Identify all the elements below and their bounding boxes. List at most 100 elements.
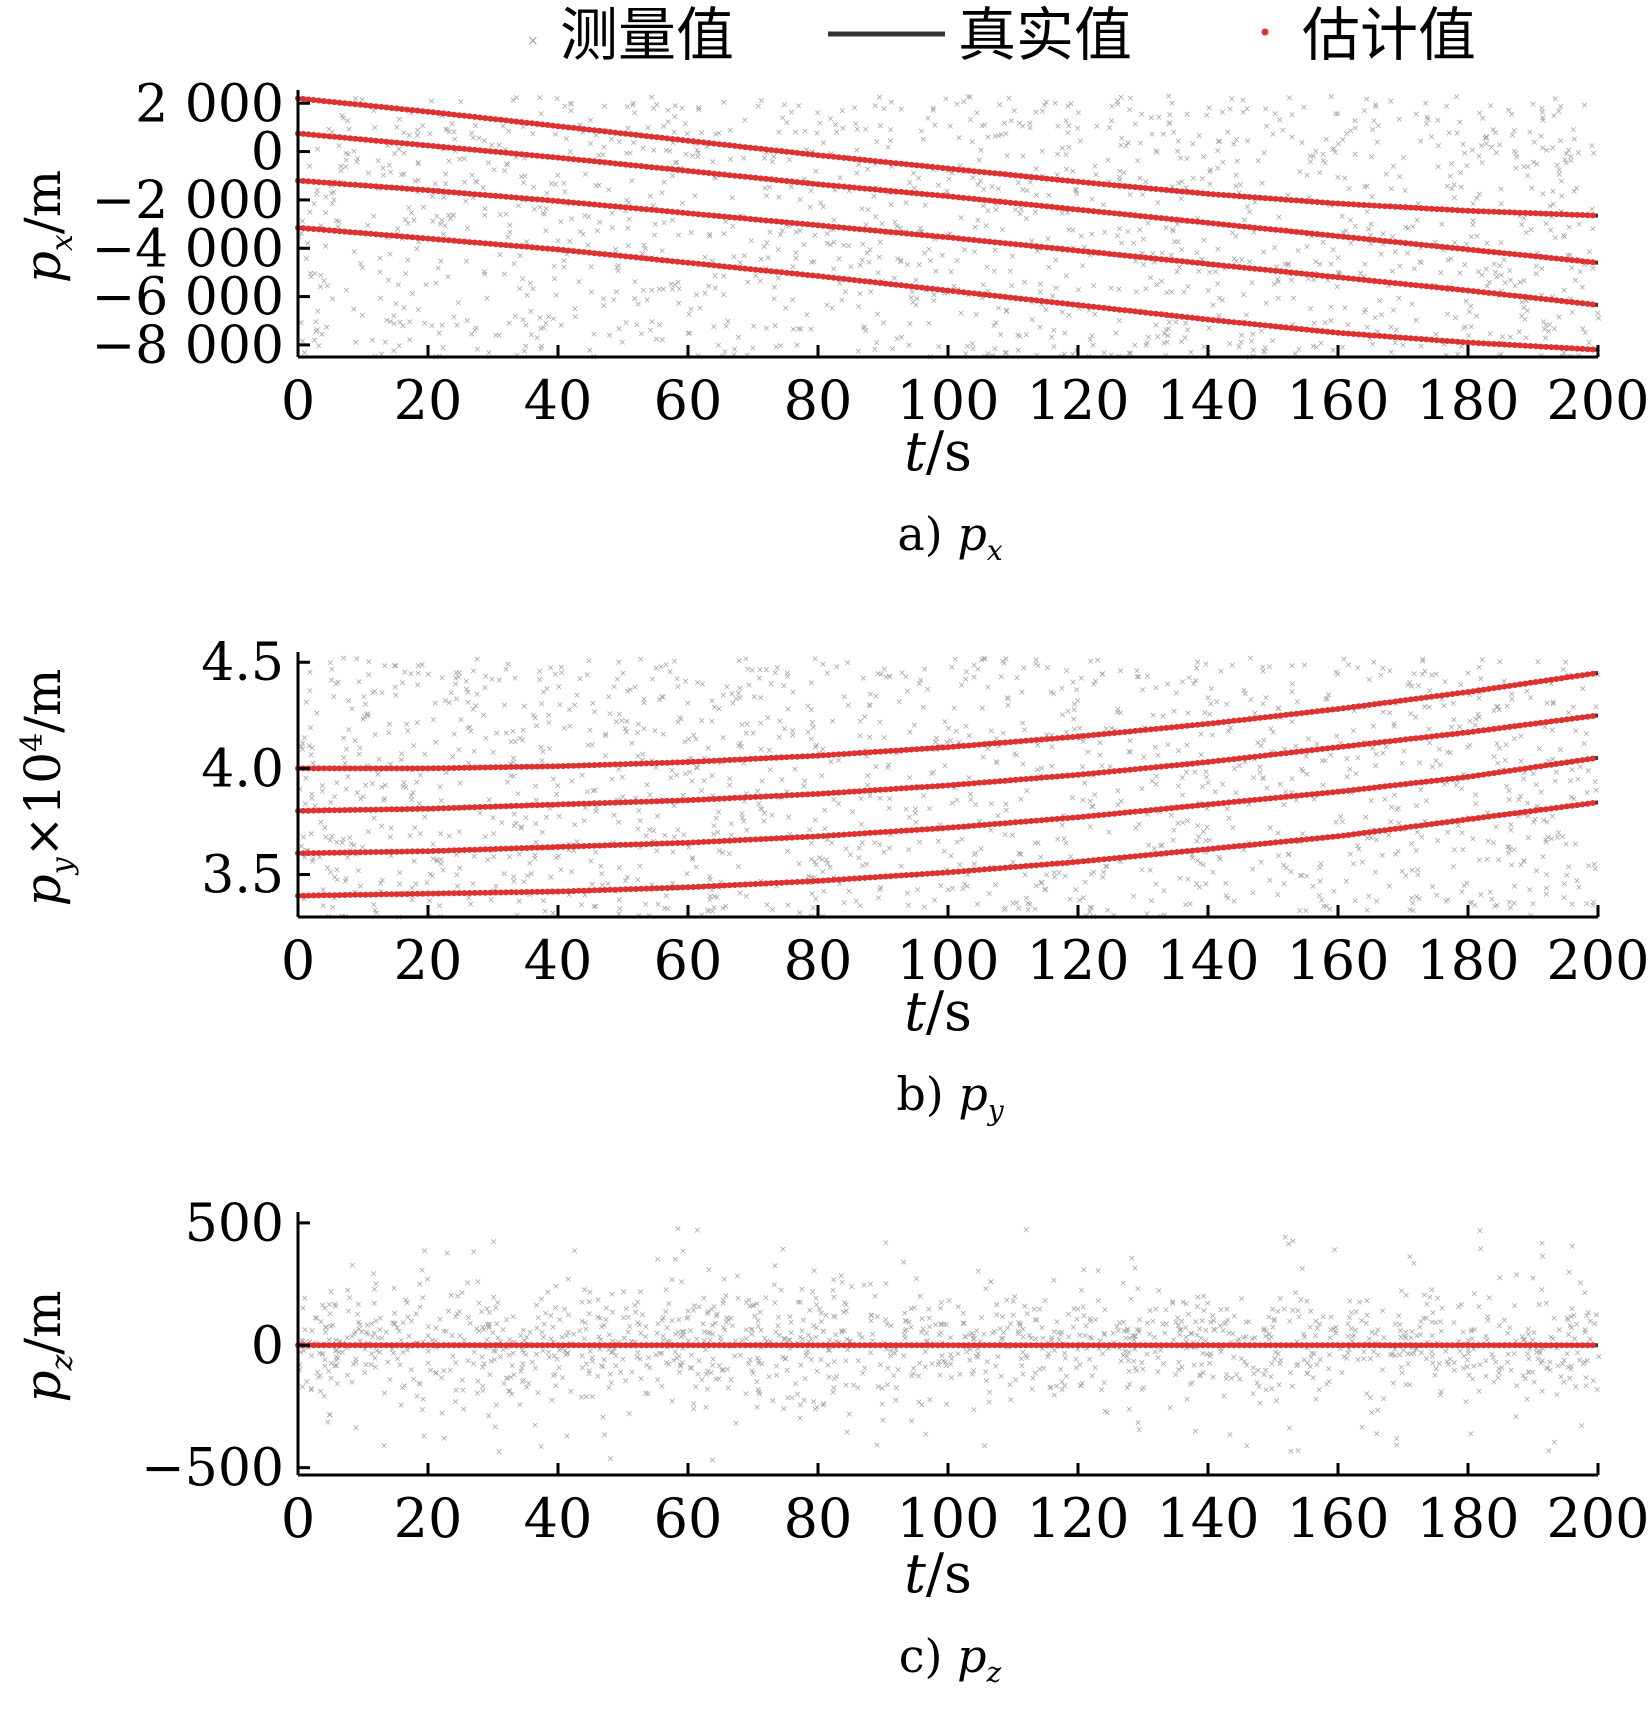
estimate-point bbox=[409, 765, 416, 772]
estimate-point bbox=[425, 765, 431, 772]
estimate-point bbox=[1459, 245, 1466, 252]
measurement-point: × bbox=[806, 203, 814, 213]
estimate-point bbox=[1158, 256, 1165, 263]
estimate-point bbox=[1251, 753, 1258, 760]
estimate-point bbox=[331, 99, 338, 106]
measurement-point: × bbox=[481, 684, 489, 694]
measurement-point: × bbox=[872, 692, 880, 702]
measurement-point: × bbox=[1419, 670, 1427, 680]
estimate-point bbox=[1361, 202, 1367, 208]
measurement-point: × bbox=[1484, 837, 1492, 847]
measurement-point: × bbox=[710, 830, 718, 840]
measurement-point: × bbox=[1015, 849, 1023, 859]
estimate-point bbox=[352, 135, 359, 142]
measurement-point: × bbox=[1152, 146, 1160, 156]
estimate-point bbox=[1095, 180, 1102, 187]
measurement-point: × bbox=[906, 178, 914, 188]
measurement-point: × bbox=[444, 273, 452, 283]
measurement-point: × bbox=[308, 790, 316, 800]
estimate-point bbox=[1293, 197, 1300, 204]
measurement-point: × bbox=[412, 880, 420, 890]
measurement-point: × bbox=[857, 901, 865, 911]
estimate-point bbox=[591, 800, 598, 807]
measurement-point: × bbox=[1180, 288, 1188, 298]
measurement-point: × bbox=[1133, 667, 1141, 677]
measurement-point: × bbox=[1379, 749, 1387, 759]
measurement-point: × bbox=[1337, 739, 1345, 749]
measurement-point: × bbox=[836, 279, 844, 289]
estimate-point bbox=[674, 884, 681, 891]
measurement-point: × bbox=[1518, 221, 1526, 231]
estimate-point bbox=[1220, 800, 1227, 806]
measurement-point: × bbox=[710, 322, 718, 332]
measurement-point: × bbox=[992, 206, 1000, 216]
estimate-point bbox=[877, 280, 884, 286]
estimate-point bbox=[1449, 691, 1456, 697]
measurement-point: × bbox=[705, 282, 713, 292]
estimate-point bbox=[804, 833, 811, 840]
estimate-point bbox=[882, 159, 889, 166]
estimate-point bbox=[1137, 727, 1144, 734]
measurement-point: × bbox=[1241, 690, 1249, 700]
estimate-point bbox=[451, 890, 457, 897]
measurement-point: × bbox=[1288, 133, 1296, 143]
measurement-point: × bbox=[1202, 848, 1210, 858]
estimate-point bbox=[1236, 193, 1243, 200]
measurement-point: × bbox=[316, 853, 324, 863]
measurement-point: × bbox=[1153, 772, 1161, 782]
measurement-point: × bbox=[1061, 872, 1069, 882]
measurement-point: × bbox=[1081, 779, 1089, 789]
estimate-point bbox=[1225, 799, 1232, 806]
measurement-point: × bbox=[623, 149, 631, 159]
measurement-point: × bbox=[347, 840, 355, 850]
estimate-point bbox=[1116, 210, 1123, 217]
y-tick-label: 0 bbox=[251, 123, 284, 183]
measurement-point: × bbox=[1333, 283, 1341, 293]
estimate-point bbox=[440, 765, 447, 772]
measurement-point: × bbox=[335, 141, 343, 151]
measurement-point: × bbox=[1293, 796, 1301, 806]
measurement-point: × bbox=[482, 672, 490, 682]
measurement-point: × bbox=[992, 246, 1000, 256]
measurement-point: × bbox=[685, 735, 693, 745]
measurement-point: × bbox=[405, 203, 413, 213]
measurement-point: × bbox=[862, 326, 870, 336]
estimate-point bbox=[1153, 851, 1159, 858]
measurement-point: × bbox=[468, 330, 476, 340]
measurement-point: × bbox=[736, 739, 744, 749]
estimate-point bbox=[1262, 266, 1269, 273]
measurement-point: × bbox=[920, 135, 928, 145]
estimate-point bbox=[1303, 326, 1310, 333]
estimate-point bbox=[414, 765, 421, 772]
measurement-point: × bbox=[1232, 232, 1240, 242]
estimate-point bbox=[1049, 735, 1055, 742]
estimate-point bbox=[581, 157, 587, 164]
measurement-point: × bbox=[1038, 300, 1046, 310]
measurement-point: × bbox=[1206, 180, 1214, 190]
estimate-point bbox=[919, 162, 925, 169]
estimate-point bbox=[1007, 777, 1014, 784]
measurement-point: × bbox=[1201, 708, 1209, 718]
measurement-point: × bbox=[584, 241, 592, 251]
estimate-point bbox=[591, 158, 598, 165]
estimate-point bbox=[305, 178, 312, 185]
measurement-point: × bbox=[1230, 140, 1238, 150]
measurement-point: × bbox=[501, 167, 509, 177]
estimate-point bbox=[659, 840, 665, 847]
measurement-point: × bbox=[708, 886, 716, 896]
measurement-point: × bbox=[1023, 187, 1031, 197]
estimate-point bbox=[1335, 744, 1341, 751]
estimate-point bbox=[1548, 761, 1555, 768]
measurement-point: × bbox=[675, 284, 683, 294]
measurement-point: × bbox=[891, 218, 899, 228]
measurement-point: × bbox=[1313, 343, 1321, 353]
x-tick-label: 160 bbox=[1286, 369, 1389, 432]
estimate-point bbox=[939, 165, 946, 171]
measurement-point: × bbox=[1168, 811, 1176, 821]
estimate-point bbox=[1111, 810, 1118, 817]
estimate-point bbox=[373, 231, 379, 238]
measurement-point: × bbox=[537, 110, 545, 120]
measurement-point: × bbox=[905, 901, 913, 911]
measurement-point: × bbox=[719, 904, 727, 914]
estimate-point bbox=[799, 179, 806, 186]
